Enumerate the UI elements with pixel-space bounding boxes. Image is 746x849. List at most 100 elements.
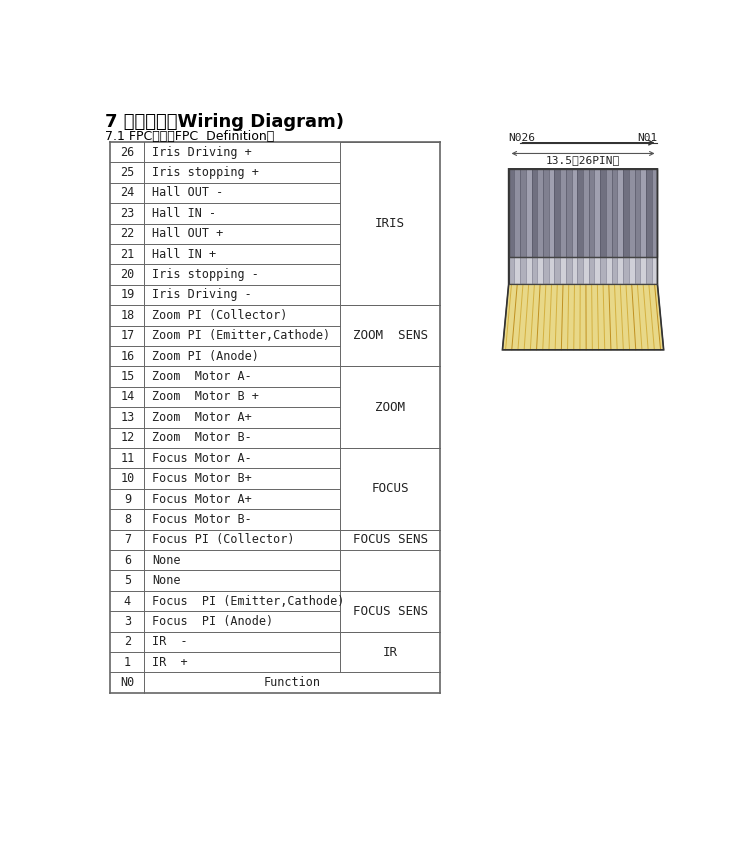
Bar: [509, 257, 657, 284]
Text: FOCUS: FOCUS: [372, 482, 409, 495]
Text: Hall OUT -: Hall OUT -: [152, 187, 223, 200]
Bar: [571, 169, 577, 257]
Bar: [601, 257, 606, 284]
Bar: [549, 169, 554, 257]
Bar: [515, 169, 520, 257]
Text: Iris stopping +: Iris stopping +: [152, 166, 259, 179]
Bar: [520, 169, 526, 257]
Bar: [520, 257, 526, 284]
Text: Hall IN -: Hall IN -: [152, 207, 216, 220]
Text: N0: N0: [120, 676, 134, 689]
Text: IRIS: IRIS: [375, 217, 405, 230]
Text: IR  +: IR +: [152, 655, 188, 669]
Bar: [509, 169, 657, 257]
Bar: [543, 257, 549, 284]
Bar: [601, 169, 606, 257]
Bar: [606, 257, 612, 284]
Text: Focus  PI (Emitter,Cathode): Focus PI (Emitter,Cathode): [152, 594, 345, 608]
Bar: [640, 169, 646, 257]
Bar: [509, 169, 515, 257]
Bar: [583, 169, 589, 257]
Text: 6: 6: [124, 554, 131, 567]
Text: Hall OUT +: Hall OUT +: [152, 228, 223, 240]
Text: 7 布线说明（Wiring Diagram): 7 布线说明（Wiring Diagram): [105, 113, 344, 131]
Bar: [623, 257, 629, 284]
Text: None: None: [152, 554, 181, 567]
Bar: [577, 169, 583, 257]
Text: Iris stopping -: Iris stopping -: [152, 268, 259, 281]
Text: Iris Driving -: Iris Driving -: [152, 289, 252, 301]
Bar: [509, 169, 657, 257]
Text: N01: N01: [637, 133, 657, 143]
Text: 24: 24: [120, 187, 134, 200]
Bar: [532, 257, 537, 284]
Text: 12: 12: [120, 431, 134, 444]
Text: 14: 14: [120, 391, 134, 403]
Text: Zoom PI (Anode): Zoom PI (Anode): [152, 350, 259, 363]
Bar: [612, 257, 618, 284]
Bar: [537, 169, 543, 257]
Bar: [629, 257, 635, 284]
Text: N026: N026: [509, 133, 536, 143]
Text: Zoom  Motor B +: Zoom Motor B +: [152, 391, 259, 403]
Bar: [595, 169, 601, 257]
Text: ZOOM  SENS: ZOOM SENS: [353, 329, 427, 342]
Bar: [623, 169, 629, 257]
Bar: [606, 169, 612, 257]
Text: IR  -: IR -: [152, 635, 188, 649]
Bar: [566, 169, 571, 257]
Text: 4: 4: [124, 594, 131, 608]
Bar: [595, 257, 601, 284]
Text: FOCUS SENS: FOCUS SENS: [353, 604, 427, 618]
Text: Hall IN +: Hall IN +: [152, 248, 216, 261]
Text: 7.1 FPC定义（FPC  Definition）: 7.1 FPC定义（FPC Definition）: [105, 131, 274, 143]
Bar: [509, 257, 657, 284]
Text: 18: 18: [120, 309, 134, 322]
Text: Zoom  Motor B-: Zoom Motor B-: [152, 431, 252, 444]
Bar: [571, 257, 577, 284]
Bar: [652, 169, 657, 257]
Text: 26: 26: [120, 146, 134, 159]
Bar: [640, 257, 646, 284]
Text: 5: 5: [124, 574, 131, 588]
Text: Zoom PI (Emitter,Cathode): Zoom PI (Emitter,Cathode): [152, 329, 330, 342]
Text: None: None: [152, 574, 181, 588]
Bar: [549, 257, 554, 284]
Text: Focus  PI (Anode): Focus PI (Anode): [152, 615, 273, 628]
Text: Focus Motor B+: Focus Motor B+: [152, 472, 252, 485]
Bar: [577, 257, 583, 284]
Text: 23: 23: [120, 207, 134, 220]
Text: ZOOM: ZOOM: [375, 401, 405, 413]
Text: 3: 3: [124, 615, 131, 628]
Bar: [515, 257, 520, 284]
Bar: [618, 169, 623, 257]
Text: 11: 11: [120, 452, 134, 464]
Text: Focus Motor A-: Focus Motor A-: [152, 452, 252, 464]
Text: Zoom  Motor A+: Zoom Motor A+: [152, 411, 252, 424]
Bar: [532, 169, 537, 257]
Text: 22: 22: [120, 228, 134, 240]
Text: 15: 15: [120, 370, 134, 383]
Text: 13.5（26PIN）: 13.5（26PIN）: [546, 155, 620, 165]
Bar: [526, 169, 532, 257]
Bar: [560, 169, 566, 257]
Bar: [537, 257, 543, 284]
Text: 9: 9: [124, 492, 131, 505]
Bar: [652, 257, 657, 284]
Bar: [589, 257, 595, 284]
Text: 19: 19: [120, 289, 134, 301]
Text: 10: 10: [120, 472, 134, 485]
Text: 1: 1: [124, 655, 131, 669]
Text: IR: IR: [383, 645, 398, 659]
Text: 7: 7: [124, 533, 131, 546]
Bar: [629, 169, 635, 257]
Bar: [554, 169, 560, 257]
Bar: [589, 169, 595, 257]
Text: 2: 2: [124, 635, 131, 649]
Text: Focus Motor A+: Focus Motor A+: [152, 492, 252, 505]
Bar: [635, 257, 640, 284]
Bar: [566, 257, 571, 284]
Text: 16: 16: [120, 350, 134, 363]
Text: Function: Function: [264, 676, 321, 689]
Text: 25: 25: [120, 166, 134, 179]
